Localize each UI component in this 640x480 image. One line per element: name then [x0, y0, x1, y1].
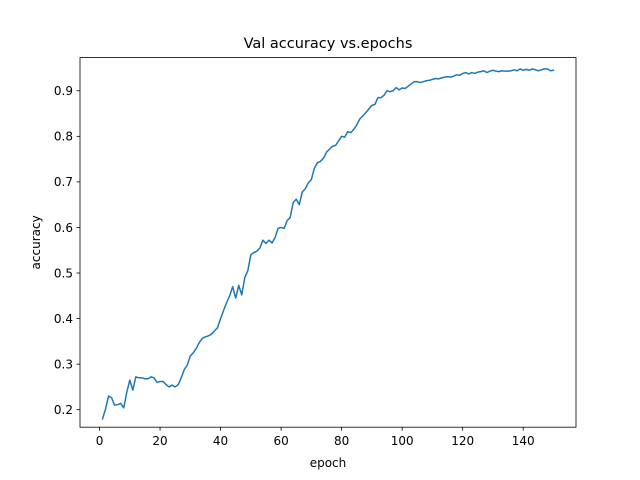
x-tick-label: 0	[96, 434, 104, 448]
y-tick-label: 0.7	[54, 175, 73, 189]
y-tick-label: 0.3	[54, 357, 73, 371]
x-tick-label: 20	[152, 434, 167, 448]
x-tick-label: 120	[451, 434, 474, 448]
y-tick-label: 0.2	[54, 403, 73, 417]
x-axis: 0 20 40 60 80 100 120 140	[96, 427, 535, 448]
y-tick-label: 0.6	[54, 221, 73, 235]
x-tick-label: 60	[273, 434, 288, 448]
x-tick-label: 40	[213, 434, 228, 448]
y-axis: 0.2 0.3 0.4 0.5 0.6 0.7 0.8 0.9	[54, 84, 80, 417]
y-tick-label: 0.9	[54, 84, 73, 98]
x-tick-label: 100	[391, 434, 414, 448]
y-tick-label: 0.4	[54, 312, 73, 326]
series-line-0	[101, 68, 555, 420]
chart-title: Val accuracy vs.epochs	[244, 36, 413, 52]
x-tick-label: 140	[512, 434, 535, 448]
x-axis-label: epoch	[310, 456, 347, 470]
y-tick-label: 0.5	[54, 266, 73, 280]
y-axis-label: accuracy	[29, 215, 43, 269]
x-tick-label: 80	[334, 434, 349, 448]
plot-area	[101, 68, 555, 420]
y-tick-label: 0.8	[54, 130, 73, 144]
axes-frame	[79, 57, 577, 428]
